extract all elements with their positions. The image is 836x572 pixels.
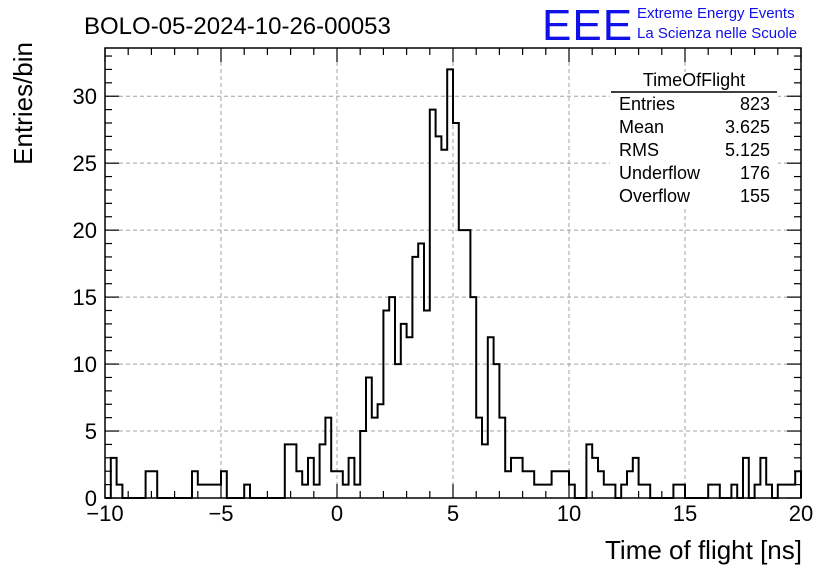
y-tick-label: 10 [73,352,97,377]
stats-value-underflow: 176 [740,163,770,183]
chart-title: BOLO-05-2024-10-26-00053 [84,13,391,40]
histogram-bin [331,471,337,498]
histogram-bin [604,485,610,498]
stats-value-mean: 3.625 [725,117,770,137]
histogram-bin [534,485,540,498]
histogram-bin [395,364,401,498]
histogram-bin [482,444,488,498]
x-tick-label: 15 [673,501,697,526]
tick-labels-layer: −10 −5 0 5 10 15 20 0 5 10 15 20 25 30 [73,84,814,526]
histogram-bin [372,418,378,498]
stats-box: TimeOfFlight Entries 823 Mean 3.625 RMS … [610,70,778,208]
histogram-bin [424,311,430,499]
x-tick-label: −10 [86,501,123,526]
histogram-bin [215,485,221,498]
x-axis-title: Time of flight [ns] [605,535,802,565]
x-tick-label: 20 [789,501,813,526]
histogram-bin [789,485,795,498]
histogram-bin [441,150,447,498]
histogram-bin [540,485,546,498]
stats-value-entries: 823 [740,94,770,114]
eee-logo-line2: La Scienza nelle Scuole [637,25,797,42]
stats-value-rms: 5.125 [725,140,770,160]
y-tick-label: 15 [73,285,97,310]
histogram-bin [505,471,511,498]
histogram-bin [209,485,215,498]
stats-label-overflow: Overflow [619,186,691,206]
stats-label-mean: Mean [619,117,664,137]
stats-label-rms: RMS [619,140,659,160]
histogram-bin [784,485,790,498]
histogram-bin [343,485,349,498]
stats-label-underflow: Underflow [619,163,701,183]
grid-layer [105,48,801,498]
x-tick-label: −5 [208,501,233,526]
x-tick-label: 10 [557,501,581,526]
y-axis-title: Entries/bin [8,42,38,165]
eee-logo-mark: EEE [542,1,633,50]
stats-value-overflow: 155 [740,186,770,206]
histogram-bin [198,485,204,498]
histogram-bin [314,485,320,498]
y-tick-label: 0 [85,486,97,511]
stats-label-entries: Entries [619,94,675,114]
eee-logo-line1: Extreme Energy Events [637,5,795,22]
y-tick-label: 25 [73,151,97,176]
histogram-bin [407,337,413,498]
histogram-bin [459,230,465,498]
histogram-bin [639,485,645,498]
histogram-bin [557,471,563,498]
stats-box-title: TimeOfFlight [643,70,745,90]
y-tick-label: 5 [85,419,97,444]
tick-marks-layer [104,48,802,499]
x-tick-label: 5 [447,501,459,526]
histogram-bin [546,485,552,498]
x-tick-label: 0 [331,501,343,526]
histogram-bin [523,471,529,498]
y-tick-label: 20 [73,218,97,243]
histogram-bin [302,485,308,498]
histogram-bin [436,136,442,498]
y-tick-label: 30 [73,84,97,109]
histogram-bin [354,485,360,498]
histogram-bin [204,485,210,498]
stats-box-background [610,72,778,208]
eee-logo: EEE Extreme Energy Events La Scienza nel… [542,1,797,50]
